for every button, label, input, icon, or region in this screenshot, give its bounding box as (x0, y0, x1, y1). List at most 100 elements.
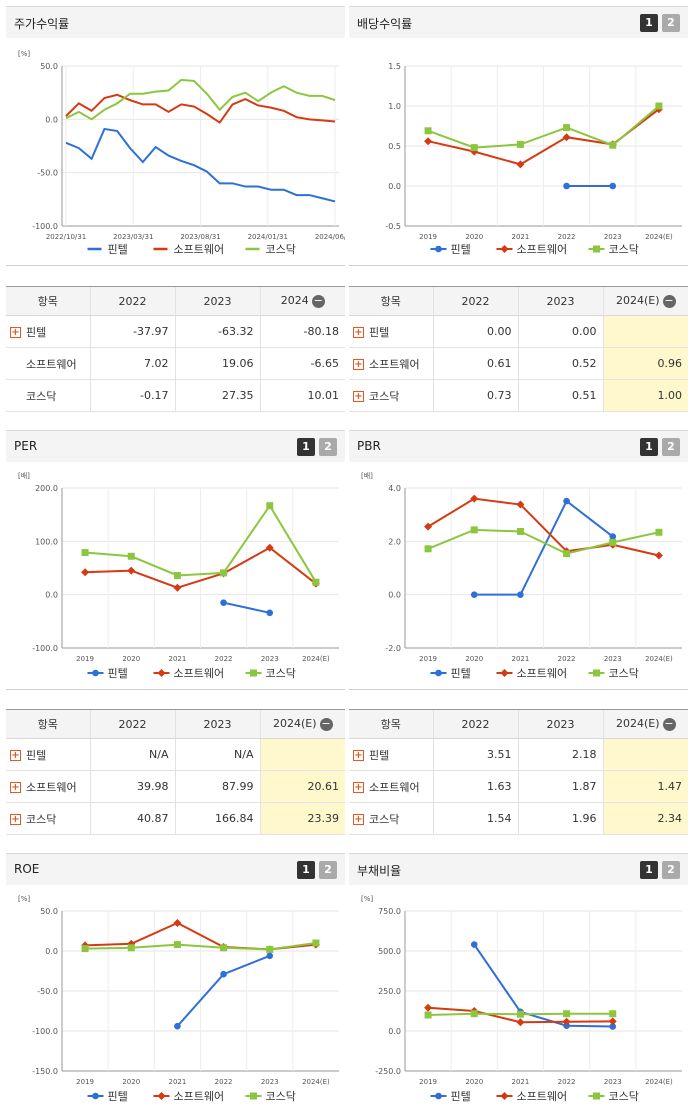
row-label-cell: 소프트웨어 (6, 347, 90, 380)
data-point-software (173, 583, 182, 592)
legend-label-kosdaq: 코스닥 (266, 243, 296, 256)
expand-plus-icon[interactable]: + (353, 359, 364, 370)
x-tick-label: 2022 (558, 233, 576, 241)
data-point-kosdaq (312, 939, 320, 947)
x-tick-label: 2020 (465, 655, 483, 663)
x-tick-label: 2021 (512, 1078, 530, 1086)
table-cell: 1.54 (432, 802, 518, 835)
roe-header: ROE 1 2 (6, 853, 345, 885)
legend-label-software: 소프트웨어 (517, 243, 568, 256)
row-label: 소프트웨어 (369, 780, 420, 794)
data-point-software (127, 566, 136, 575)
page-1-button[interactable]: 1 (640, 861, 658, 879)
data-point-kosdaq (127, 944, 135, 952)
table-cell: 0.00 (432, 315, 518, 348)
legend-label-software: 소프트웨어 (517, 1090, 568, 1103)
page-2-button[interactable]: 2 (662, 861, 680, 879)
legend-marker-kosdaq (593, 1092, 600, 1100)
expand-plus-icon[interactable]: + (10, 782, 21, 793)
expand-plus-icon[interactable]: + (353, 391, 364, 402)
page-1-button[interactable]: 1 (297, 438, 315, 456)
pbr-header: PBR 1 2 (349, 430, 688, 462)
expand-plus-icon[interactable]: + (10, 750, 21, 761)
legend-label-kosdaq: 코스닥 (266, 667, 296, 680)
expand-plus-icon[interactable]: + (353, 327, 364, 338)
per-header: PER 1 2 (6, 430, 345, 462)
row-label-cell: + 소프트웨어 (349, 347, 433, 380)
table-header-row: 항목 2022 2023 2024(E) − (349, 709, 688, 739)
collapse-icon[interactable]: − (319, 716, 333, 731)
data-point-kosdaq (516, 527, 524, 535)
collapse-icon[interactable]: − (311, 293, 325, 308)
legend-marker-software (500, 245, 509, 253)
row-label: 핀텔 (26, 748, 47, 762)
collapse-icon[interactable]: − (662, 716, 676, 731)
row-label-cell: + 코스닥 (6, 802, 90, 835)
table-cell: 1.63 (432, 770, 518, 803)
page-2-button[interactable]: 2 (319, 438, 337, 456)
data-point-kosdaq (424, 545, 432, 553)
table-cell: -80.18 (259, 315, 345, 348)
debt-chart: [%] 750.0 500.0 250.0 0.0 -250.0 2019 2020 2021 2… (361, 895, 682, 1103)
data-point-pintel (470, 591, 478, 598)
column-header: 항목 (349, 286, 433, 316)
data-point-pintel (220, 970, 227, 978)
row-label-cell: + 코스닥 (349, 802, 433, 835)
legend-label-software: 소프트웨어 (517, 667, 568, 680)
page-1-button[interactable]: 1 (640, 438, 658, 456)
x-tick-label: 2023 (261, 1078, 279, 1086)
column-header-label: 2023 (546, 717, 575, 731)
x-tick-label: 2019 (419, 1078, 437, 1086)
row-label-cell: + 핀텔 (349, 315, 433, 348)
data-point-software (424, 137, 433, 146)
y-tick-label: 50.0 (40, 907, 58, 916)
table-cell: 0.00 (517, 315, 603, 348)
expand-plus-icon[interactable]: + (353, 782, 364, 793)
x-tick-label: 2020 (122, 1078, 140, 1086)
legend-marker-pintel (435, 1092, 442, 1100)
y-tick-label: 1.0 (388, 102, 401, 111)
page-1-button[interactable]: 1 (640, 14, 658, 32)
unit-label: [배] (18, 471, 30, 480)
table-cell: N/A (174, 738, 260, 771)
data-point-kosdaq (563, 1010, 571, 1018)
expand-plus-icon[interactable]: + (353, 814, 364, 825)
column-header: 2022 (432, 286, 518, 316)
page-1-button[interactable]: 1 (297, 861, 315, 879)
expand-plus-icon[interactable]: + (353, 750, 364, 761)
collapse-icon[interactable]: − (662, 293, 676, 308)
page-2-button[interactable]: 2 (319, 861, 337, 879)
x-tick-label: 2023/03/31 (113, 233, 153, 241)
expand-plus-icon[interactable]: + (10, 327, 21, 338)
table-row: + 핀텔 N/A N/A (6, 738, 345, 771)
table-header-row: 항목 2022 2023 2024(E) − (349, 286, 688, 316)
dividend-header: 배당수익률 1 2 (349, 6, 688, 38)
table-cell: -37.97 (89, 315, 175, 348)
x-tick-label: 2022 (558, 1078, 576, 1086)
page-2-button[interactable]: 2 (662, 14, 680, 32)
data-point-kosdaq (81, 549, 89, 557)
series-line-kosdaq (85, 942, 317, 951)
row-label-cell: + 소프트웨어 (6, 770, 90, 803)
page-2-button[interactable]: 2 (662, 438, 680, 456)
data-point-kosdaq (609, 141, 617, 149)
data-point-kosdaq (470, 1010, 478, 1018)
column-header-label: 2024 (280, 294, 309, 308)
legend-marker-software (157, 1092, 166, 1100)
y-tick-label: 750.0 (378, 907, 401, 916)
data-point-software (516, 160, 525, 169)
pbr-chart: [배] 4.0 2.0 0.0 -2.0 2019 2020 2021 2022 2023 2024… (361, 471, 682, 680)
column-header-label: 2023 (546, 294, 575, 308)
table-cell: 19.06 (174, 347, 260, 380)
per-chart: [배] 200.0 100.0 0.0 -100.0 2019 2020 2021 2022 20… (18, 471, 339, 680)
table-cell: 0.51 (517, 379, 603, 412)
x-tick-label: 2024(E) (302, 1078, 330, 1086)
table-row: + 핀텔 3.51 2.18 (349, 738, 688, 771)
x-tick-label: 2019 (419, 655, 437, 663)
expand-plus-icon[interactable]: + (10, 814, 21, 825)
x-tick-label: 2023 (261, 655, 279, 663)
row-label-cell: + 핀텔 (6, 315, 90, 348)
y-tick-label: 50.0 (40, 62, 58, 71)
y-tick-label: 0.0 (388, 1027, 401, 1036)
legend-label-pintel: 핀텔 (451, 667, 471, 680)
